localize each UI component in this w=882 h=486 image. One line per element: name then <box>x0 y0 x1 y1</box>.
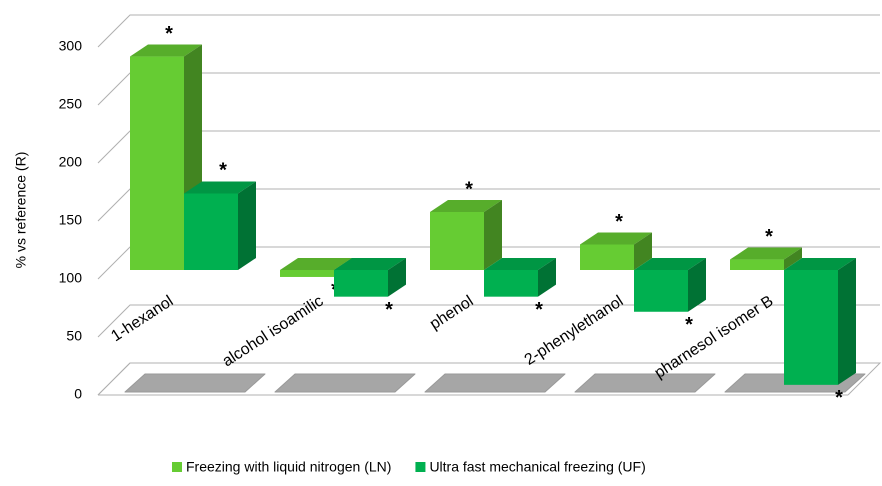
bar-top <box>634 258 706 270</box>
bar <box>730 247 802 270</box>
floor-shadow <box>124 373 266 393</box>
bar <box>184 181 256 270</box>
x-tick-label: phenol <box>427 293 477 333</box>
y-tick-label: 100 <box>59 270 83 286</box>
bar-side <box>484 200 502 270</box>
bar-front <box>130 56 184 271</box>
bar-top <box>784 258 856 270</box>
bar <box>334 258 406 297</box>
bar-front <box>184 193 238 270</box>
legend-label: Ultra fast mechanical freezing (UF) <box>429 459 645 475</box>
floor-shadow <box>574 373 716 393</box>
bar-top <box>580 232 652 245</box>
bar-side <box>238 181 256 270</box>
legend-swatch <box>415 462 426 472</box>
bar-side <box>388 258 406 297</box>
bar-front <box>784 270 838 385</box>
legend-label: Freezing with liquid nitrogen (LN) <box>186 459 391 475</box>
bar-top <box>334 258 406 270</box>
annotation: * <box>165 23 173 45</box>
bar-side <box>838 258 856 385</box>
bar <box>580 232 652 270</box>
bar-front <box>730 259 784 270</box>
x-tick-label: 1-hexanol <box>108 293 176 346</box>
grid-line <box>97 72 880 106</box>
annotation: * <box>765 226 773 248</box>
bar-front <box>634 270 688 312</box>
bar-front <box>484 270 538 297</box>
bar-top <box>280 258 352 270</box>
floor-shadow <box>424 373 566 393</box>
annotation: * <box>385 299 393 321</box>
y-tick-label: 300 <box>59 38 83 54</box>
bar-front <box>280 270 334 277</box>
bar <box>484 258 556 297</box>
x-tick-label: alcohol isoamilic <box>220 293 327 371</box>
bar-front <box>334 270 388 297</box>
bar-top <box>430 200 502 212</box>
bar-side <box>688 258 706 312</box>
bar-top <box>730 247 802 260</box>
bar-side <box>538 258 556 297</box>
legend-swatch <box>172 462 182 472</box>
y-tick-label: 50 <box>66 328 82 344</box>
bar-front <box>580 244 634 270</box>
bar-top <box>184 181 256 194</box>
bar-side <box>784 247 802 270</box>
floor-edge <box>97 362 882 396</box>
y-tick-label: 200 <box>59 154 83 170</box>
annotation: * <box>465 178 473 200</box>
annotation: * <box>835 387 843 409</box>
grid-line <box>97 304 880 338</box>
y-axis-label: % vs reference (R) <box>13 152 29 269</box>
annotation: * <box>219 160 227 182</box>
y-tick-label: 250 <box>59 96 83 112</box>
bar <box>784 258 856 385</box>
grid-line <box>97 130 880 164</box>
annotation: * <box>685 314 693 336</box>
bar <box>634 258 706 312</box>
bar-front <box>430 212 484 270</box>
bar-side <box>634 232 652 270</box>
y-tick-label: 150 <box>59 212 83 228</box>
floor-shadow <box>274 373 416 393</box>
y-tick-label: 0 <box>74 386 82 402</box>
grid-line <box>97 14 880 48</box>
annotation: * <box>615 211 623 233</box>
bar-top <box>484 258 556 270</box>
annotation: * <box>535 299 543 321</box>
bar-top <box>130 44 202 57</box>
bar <box>430 200 502 270</box>
